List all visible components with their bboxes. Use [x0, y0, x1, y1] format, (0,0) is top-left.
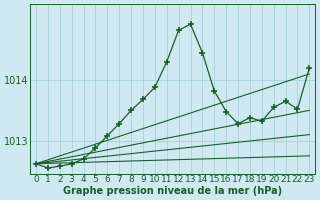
X-axis label: Graphe pression niveau de la mer (hPa): Graphe pression niveau de la mer (hPa) [63, 186, 282, 196]
